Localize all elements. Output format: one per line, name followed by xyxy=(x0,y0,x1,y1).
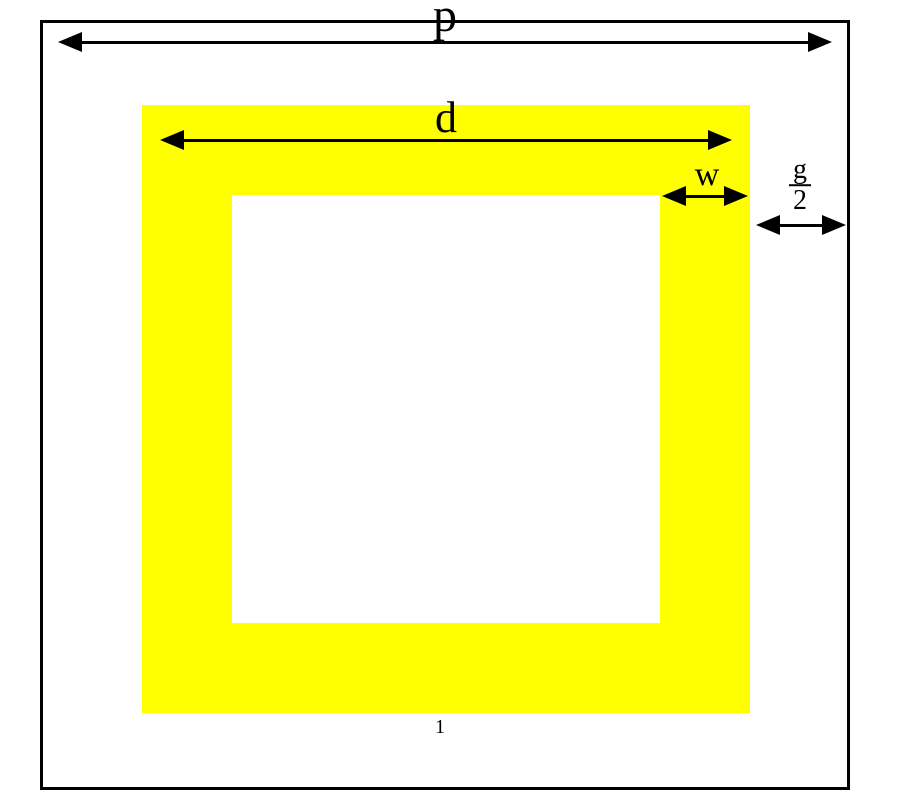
arrow-head-left-icon xyxy=(756,215,780,235)
fraction-numerator: g xyxy=(789,155,811,186)
arrow-head-left-icon xyxy=(160,130,184,150)
arrow-head-right-icon xyxy=(808,32,832,52)
fraction-g-over-2: g 2 xyxy=(789,155,811,216)
arrow-shaft xyxy=(686,195,724,198)
dimension-label-w: w xyxy=(695,158,720,192)
arrow-head-left-icon xyxy=(662,186,686,206)
arrow-head-left-icon xyxy=(58,32,82,52)
dimension-label-g-over-2: g 2 xyxy=(789,155,811,216)
arrow-head-right-icon xyxy=(708,130,732,150)
arrow-shaft xyxy=(780,224,822,227)
dimension-label-p: p xyxy=(433,0,457,40)
diagram-stage: p d w g 2 1 xyxy=(0,0,900,800)
bottom-tick-mark: 1 xyxy=(435,716,445,739)
arrow-head-right-icon xyxy=(822,215,846,235)
arrow-head-right-icon xyxy=(724,186,748,206)
dimension-label-d: d xyxy=(435,96,457,140)
fraction-denominator: 2 xyxy=(789,187,811,216)
yellow-ring-hole xyxy=(232,195,660,623)
